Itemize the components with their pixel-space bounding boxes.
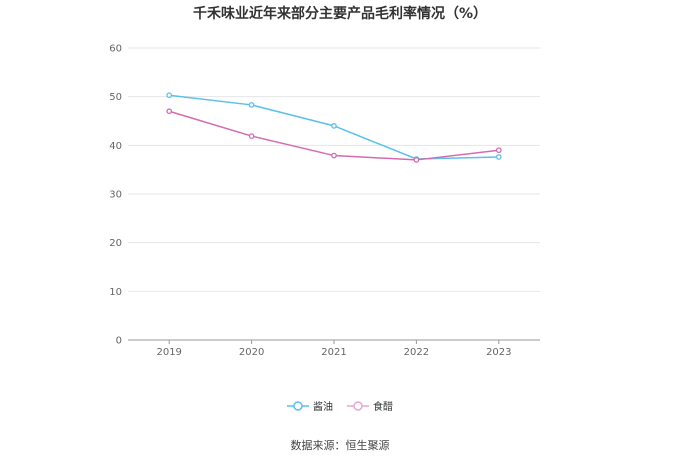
series-group bbox=[166, 92, 502, 163]
y-tick-label: 50 bbox=[109, 92, 122, 103]
x-tick-label: 2023 bbox=[486, 347, 511, 358]
data-point[interactable] bbox=[248, 102, 255, 108]
legend: 酱油 食醋 bbox=[0, 398, 680, 413]
x-axis-ticks: 2019 2020 2021 2022 2023 bbox=[156, 340, 512, 358]
y-tick-label: 30 bbox=[109, 190, 122, 201]
chart-title: 千禾味业近年来部分主要产品毛利率情况（%） bbox=[192, 6, 488, 22]
legend-item-vinegar[interactable]: 食醋 bbox=[347, 398, 393, 413]
x-tick-label: 2022 bbox=[404, 347, 429, 358]
y-tick-label: 10 bbox=[109, 287, 122, 298]
legend-swatch-vinegar-icon bbox=[347, 400, 369, 411]
data-point[interactable] bbox=[166, 108, 173, 115]
series-line-1 bbox=[168, 110, 499, 161]
legend-swatch-soy-sauce-icon bbox=[287, 400, 309, 411]
y-tick-label: 20 bbox=[109, 238, 122, 249]
y-tick-label: 0 bbox=[116, 336, 122, 347]
data-point[interactable] bbox=[413, 157, 420, 163]
data-point[interactable] bbox=[331, 152, 337, 159]
y-tick-label: 40 bbox=[109, 141, 122, 152]
x-tick-label: 2019 bbox=[156, 347, 181, 358]
legend-label-vinegar: 食醋 bbox=[373, 402, 393, 413]
data-point[interactable] bbox=[495, 147, 502, 154]
y-axis-ticks: 0 10 20 30 40 50 60 bbox=[109, 44, 122, 347]
data-point[interactable] bbox=[166, 92, 173, 99]
x-tick-label: 2020 bbox=[239, 347, 264, 358]
data-point[interactable] bbox=[331, 123, 337, 129]
data-source: 数据来源：恒生聚源 bbox=[290, 439, 390, 452]
legend-item-soy-sauce[interactable]: 酱油 bbox=[287, 398, 333, 413]
data-point[interactable] bbox=[495, 154, 502, 160]
y-tick-label: 60 bbox=[109, 44, 122, 55]
grid-lines bbox=[128, 47, 540, 292]
data-point[interactable] bbox=[248, 133, 255, 139]
x-tick-label: 2021 bbox=[321, 347, 346, 358]
legend-label-soy-sauce: 酱油 bbox=[313, 402, 333, 413]
